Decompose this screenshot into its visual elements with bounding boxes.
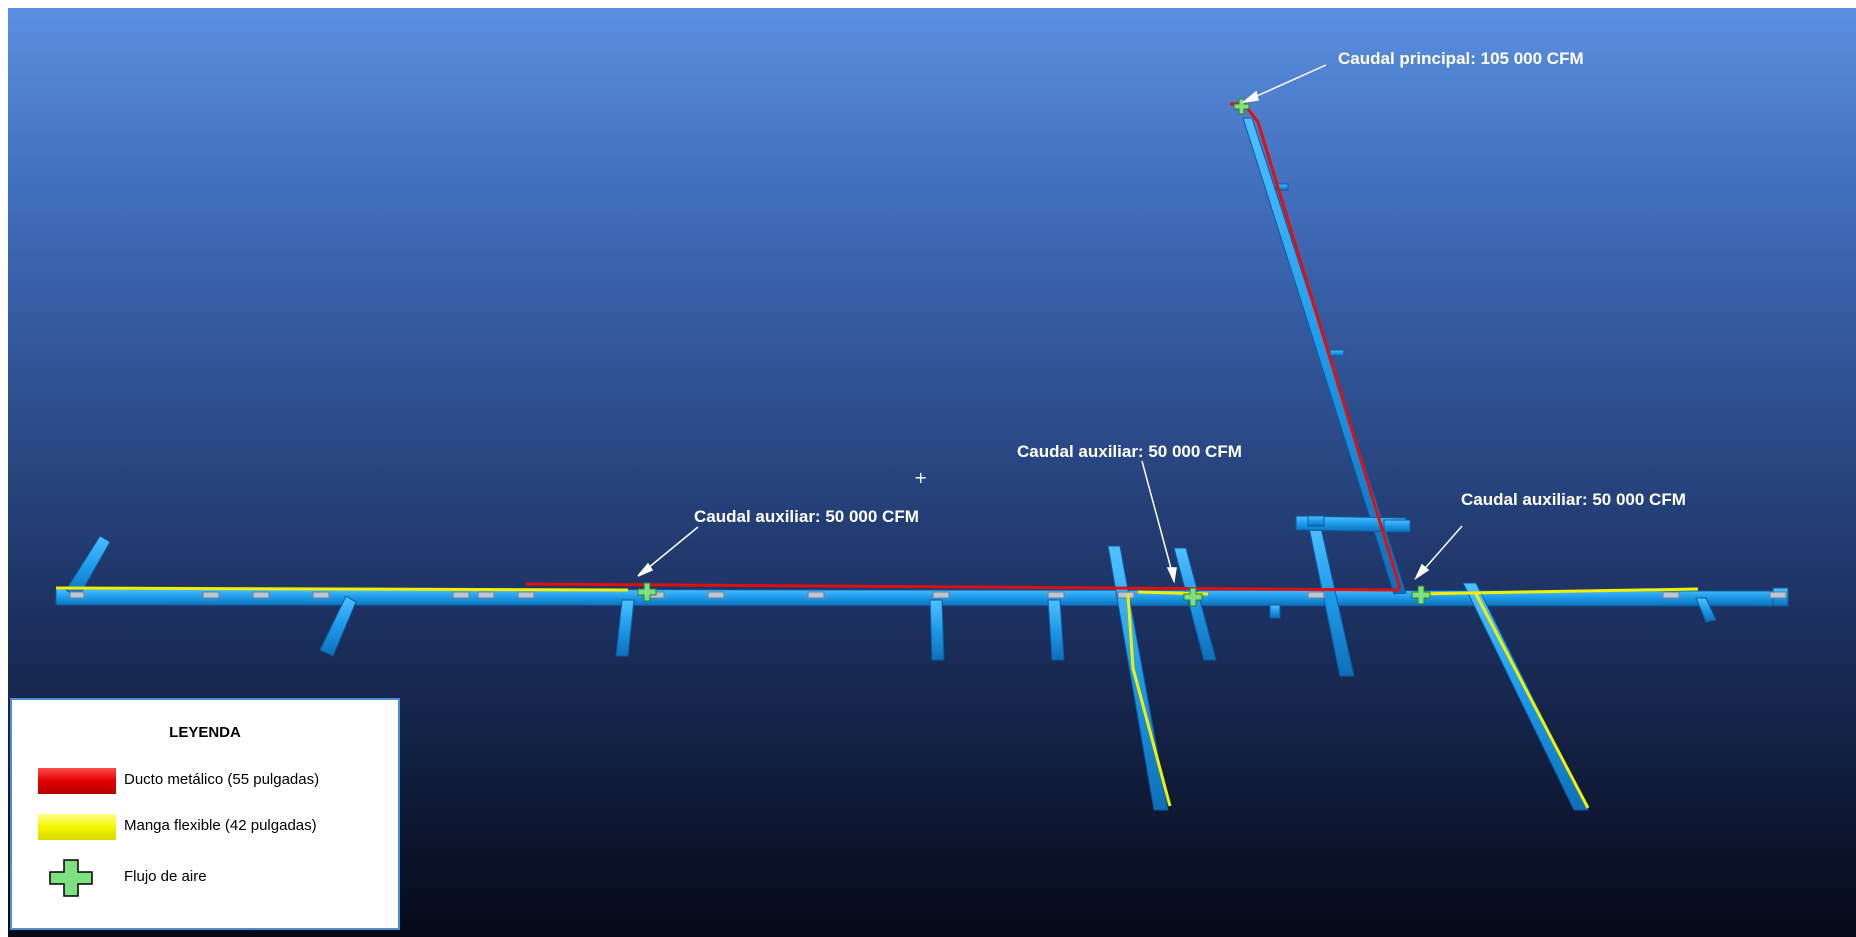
tunnel-branch: [319, 595, 357, 657]
tunnel-branch: [929, 599, 945, 661]
arrow-aux-left: [641, 526, 699, 574]
legend-title: LEYENDA: [169, 724, 241, 741]
tunnel-branch: [1047, 599, 1065, 661]
flexible-hose: [1126, 593, 1172, 807]
flexible-hose-network: [55, 586, 1699, 809]
callout-arrows: [637, 64, 1463, 584]
arrow-aux-right: [1419, 525, 1463, 575]
flexible-hose: [55, 586, 629, 592]
callout-main-flow: Caudal principal: 105 000 CFM: [1338, 49, 1584, 68]
3d-viewport[interactable]: Caudal principal: 105 000 CFM Caudal aux…: [8, 8, 1856, 937]
red-duct-swatch: [38, 768, 116, 794]
tunnel-branch: [1307, 515, 1325, 527]
arrow-main: [1247, 64, 1327, 101]
airflow-plus-icon: [1411, 585, 1431, 605]
airflow-plus-icon: [1233, 98, 1250, 115]
tunnel-branch: [1383, 519, 1411, 533]
callout-aux-right: Caudal auxiliar: 50 000 CFM: [1461, 490, 1686, 509]
ventilation-network-diagram: [55, 64, 1789, 811]
callout-aux-left: Caudal auxiliar: 50 000 CFM: [694, 507, 919, 526]
callout-aux-center: Caudal auxiliar: 50 000 CFM: [1017, 442, 1242, 461]
airflow-plus-icon: [637, 582, 657, 602]
tunnel-branch: [1269, 604, 1281, 619]
tunnel-branch: [1462, 582, 1589, 811]
flexible-hose: [1474, 593, 1590, 809]
legend-label: Manga flexible (42 pulgadas): [124, 817, 317, 834]
legend-panel: LEYENDA Ducto metálico (55 pulgadas) Man…: [10, 698, 400, 930]
crosshair-cursor-icon: +: [914, 468, 928, 487]
tunnel-branch: [1275, 183, 1289, 191]
tunnel-branch: [615, 599, 635, 657]
airflow-plus-icon: [1183, 587, 1203, 607]
green-plus-icon: [49, 859, 93, 897]
flexible-hose: [1412, 587, 1699, 596]
arrow-aux-center: [1141, 460, 1174, 577]
legend-label: Flujo de aire: [124, 868, 207, 885]
tunnel-branch: [1329, 349, 1345, 357]
metal-duct: [525, 582, 1401, 592]
airflow-markers: [637, 98, 1431, 607]
tunnel-branch: [1695, 597, 1717, 623]
yellow-hose-swatch: [38, 814, 116, 840]
legend-label: Ducto metálico (55 pulgadas): [124, 771, 320, 788]
